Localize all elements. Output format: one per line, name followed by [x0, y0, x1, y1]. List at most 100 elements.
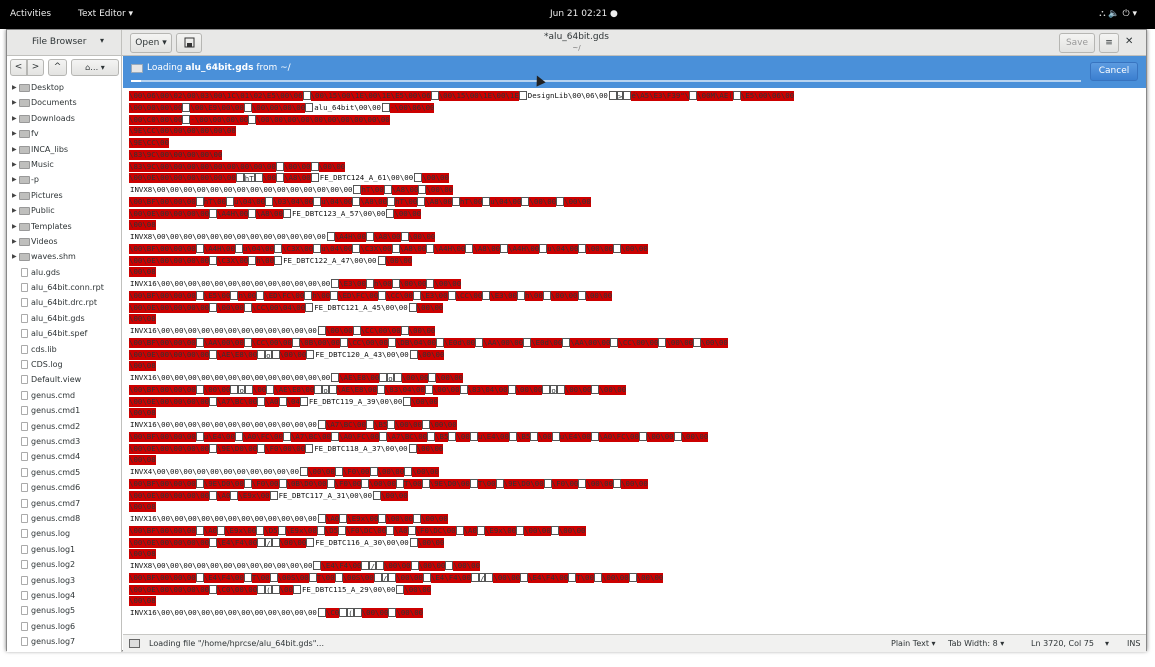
- file-tree-item[interactable]: genus.log7: [7, 634, 121, 649]
- unprintable-char-box: [195, 290, 204, 300]
- file-tree-item-label: fv: [31, 129, 39, 139]
- file-tree-item[interactable]: genus.cmd4: [7, 449, 121, 464]
- unprintable-char-box: [234, 243, 243, 253]
- editor-token: \00\BF\00\00\00: [129, 478, 196, 489]
- file-tree-item-label: -p: [31, 175, 39, 185]
- expander-arrow-icon[interactable]: ▶: [12, 130, 17, 138]
- save-button[interactable]: Save: [1059, 33, 1095, 53]
- file-tree-item[interactable]: ▶ Music: [7, 157, 121, 172]
- tab-width-selector[interactable]: Tab Width: 8 ▾: [948, 639, 1005, 648]
- file-icon: [21, 375, 28, 385]
- editor-token: \00\0E\00\00\00\00: [129, 302, 210, 313]
- file-tree-item[interactable]: cds.lib: [7, 342, 121, 357]
- cancel-button[interactable]: Cancel: [1090, 62, 1138, 81]
- expander-arrow-icon[interactable]: ▶: [12, 253, 17, 261]
- side-panel-selector[interactable]: File Browser ▾: [7, 30, 122, 56]
- chevron-down-icon: ▾: [100, 36, 105, 45]
- editor-token: \B5: [435, 431, 449, 442]
- editor-token: hT\00: [203, 196, 226, 207]
- expander-arrow-icon[interactable]: ▶: [12, 176, 17, 184]
- expander-arrow-icon[interactable]: ▶: [12, 114, 17, 122]
- unprintable-char-box: [313, 196, 322, 206]
- unprintable-char-box: [328, 384, 337, 394]
- file-tree-item[interactable]: CDS.log: [7, 357, 121, 372]
- new-document-button[interactable]: [176, 33, 202, 53]
- file-tree-item-label: Templates: [31, 221, 72, 231]
- file-tree-item[interactable]: genus.log1: [7, 542, 121, 557]
- open-button[interactable]: Open ▾: [130, 33, 172, 53]
- editor-token: u\04\00: [321, 243, 353, 254]
- file-icon: [21, 360, 28, 370]
- file-tree-item[interactable]: genus.cmd: [7, 388, 121, 403]
- file-tree-item[interactable]: alu.gds: [7, 265, 121, 280]
- expander-arrow-icon[interactable]: ▶: [12, 99, 17, 107]
- editor-token: \00\C0\00\00: [129, 114, 183, 125]
- chevron-down-icon[interactable]: ▾: [1105, 639, 1110, 648]
- unprintable-char-box: [339, 337, 348, 347]
- editor-token: \00\08: [129, 267, 156, 278]
- expander-arrow-icon[interactable]: ▶: [12, 222, 17, 230]
- editor-token: -\00\00\00\00: [190, 114, 249, 125]
- file-tree-item[interactable]: ▶ Documents: [7, 95, 121, 110]
- file-tree-item[interactable]: genus.cmd6: [7, 480, 121, 495]
- file-tree-item[interactable]: ▶ Downloads: [7, 111, 121, 126]
- file-tree-item[interactable]: ▶ waves.shm: [7, 249, 121, 264]
- file-tree-item[interactable]: ▶ -p: [7, 172, 121, 187]
- file-tree-item[interactable]: ▶ fv: [7, 126, 121, 141]
- expander-arrow-icon[interactable]: ▶: [12, 237, 17, 245]
- file-tree-item[interactable]: alu_64bit.conn.rpt: [7, 280, 121, 295]
- file-tree-item[interactable]: alu_64bit.gds: [7, 311, 121, 326]
- file-tree-item[interactable]: genus.cmd7: [7, 496, 121, 511]
- app-menu[interactable]: Text Editor ▾: [78, 9, 134, 19]
- file-tree-item-label: Desktop: [31, 83, 64, 92]
- editor-token: \CC\00\00: [347, 337, 388, 348]
- expander-arrow-icon[interactable]: ▶: [12, 191, 17, 199]
- unprintable-char-box: [195, 384, 204, 394]
- file-tree-item[interactable]: genus.cmd5: [7, 465, 121, 480]
- hamburger-menu-icon[interactable]: ≡: [1099, 33, 1119, 53]
- cursor-position[interactable]: Ln 3720, Col 75: [1031, 639, 1094, 648]
- file-tree-item[interactable]: alu_64bit.drc.rpt: [7, 295, 121, 310]
- up-button[interactable]: ^: [48, 59, 67, 76]
- file-tree-item[interactable]: genus.cmd1: [7, 403, 121, 418]
- unprintable-char-box: [365, 232, 374, 241]
- file-tree-item[interactable]: genus.log: [7, 526, 121, 541]
- file-tree-item[interactable]: ▶ Pictures: [7, 188, 121, 203]
- activities-button[interactable]: Activities: [10, 9, 52, 19]
- file-tree-item[interactable]: genus.cmd3: [7, 434, 121, 449]
- file-tree-item[interactable]: alu_64bit.spef: [7, 326, 121, 341]
- editor-token: \A8\00: [425, 196, 453, 207]
- forward-button[interactable]: >: [27, 59, 44, 76]
- language-selector[interactable]: Plain Text ▾: [891, 639, 936, 648]
- file-tree-item[interactable]: genus.log3: [7, 573, 121, 588]
- editor-token: \00: [252, 384, 267, 395]
- file-tree-item[interactable]: Default.view: [7, 372, 121, 387]
- file-tree-item[interactable]: genus.log2: [7, 557, 121, 572]
- file-tree-item[interactable]: genus.log4: [7, 588, 121, 603]
- editor-text-area[interactable]: \00\06\00\02\00\03\00\1C\01\02\E5\00\06 \…: [123, 88, 1146, 634]
- editor-token: \00\00: [515, 384, 543, 395]
- location-button[interactable]: ⌂… ▾: [71, 59, 119, 76]
- editor-token: FE_DBTC118_A_37\00\00: [314, 443, 408, 453]
- expander-arrow-icon[interactable]: ▶: [12, 145, 17, 153]
- file-tree-item[interactable]: ▶ Public: [7, 203, 121, 218]
- editor-token: \A8\00: [399, 243, 427, 254]
- file-tree-item[interactable]: genus.cmd8: [7, 511, 121, 526]
- file-tree-item[interactable]: genus.log5: [7, 603, 121, 618]
- file-tree-item[interactable]: genus.cmd2: [7, 419, 121, 434]
- close-icon[interactable]: ✕: [1125, 36, 1134, 47]
- file-tree-item[interactable]: genus.log6: [7, 619, 121, 634]
- file-tree-item[interactable]: ▶ Desktop: [7, 80, 121, 95]
- back-button[interactable]: <: [10, 59, 27, 76]
- clock[interactable]: Jun 21 02:21 ●: [550, 9, 618, 19]
- file-tree-item[interactable]: ▶ INCA_libs: [7, 142, 121, 157]
- file-tree-item[interactable]: ▶ Videos: [7, 234, 121, 249]
- expander-arrow-icon[interactable]: ▶: [12, 207, 17, 215]
- editor-token: \F0\00: [342, 467, 370, 477]
- system-tray[interactable]: ⛬ 🔈 ⏻ ▾: [1099, 9, 1137, 19]
- expander-arrow-icon[interactable]: ▶: [12, 84, 17, 91]
- expander-arrow-icon[interactable]: ▶: [12, 160, 17, 168]
- editor-token: \A7\BC\00: [290, 431, 331, 442]
- editor-line: \00\08: [129, 596, 156, 607]
- file-tree-item[interactable]: ▶ Templates: [7, 219, 121, 234]
